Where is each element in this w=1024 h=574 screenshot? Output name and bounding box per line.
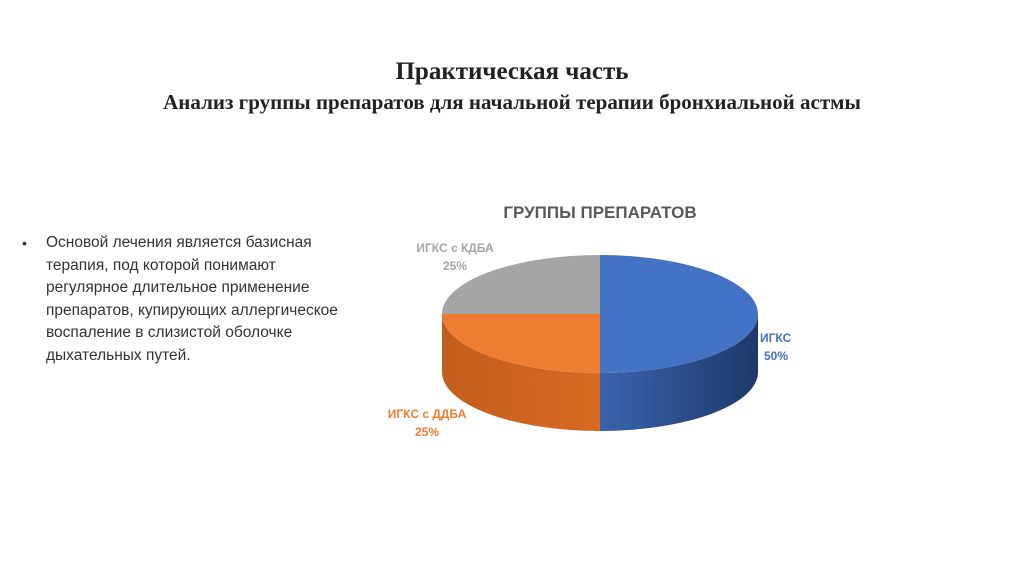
pie-slice-игкс — [600, 255, 758, 373]
pie-slice-игкс-с-ддба — [442, 314, 600, 373]
bullet-dot-icon: • — [22, 235, 27, 251]
pie-slice-игкс-с-кдба — [442, 255, 600, 314]
data-label-value-игкс: 50% — [764, 349, 788, 363]
data-label-value-игкс-с-кдба: 25% — [443, 259, 467, 273]
bullet-item: • Основой лечения является базисная тера… — [22, 232, 342, 367]
data-label-category-игкс: ИГКС — [760, 331, 792, 345]
slide-subtitle: Анализ группы препаратов для начальной т… — [163, 90, 861, 114]
data-label-category-игкс-с-кдба: ИГКС с КДБА — [416, 241, 494, 255]
pie-chart: ГРУППЫ ПРЕПАРАТОВ ИГКС 50% ИГКС с ДДБА 25% И… — [388, 203, 792, 439]
chart-title: ГРУППЫ ПРЕПАРАТОВ — [503, 203, 696, 222]
bullet-text: Основой лечения является базисная терапи… — [46, 234, 338, 364]
slide-title-block: Практическая часть Анализ группы препара… — [0, 56, 1024, 116]
data-label-value-игкс-с-ддба: 25% — [415, 425, 439, 439]
slide-title: Практическая часть — [395, 58, 629, 85]
pie-slice-side-игкс — [600, 314, 758, 431]
pie-slice-side-игкс-с-ддба — [442, 314, 600, 431]
data-label-category-игкс-с-ддба: ИГКС с ДДБА — [388, 407, 467, 421]
